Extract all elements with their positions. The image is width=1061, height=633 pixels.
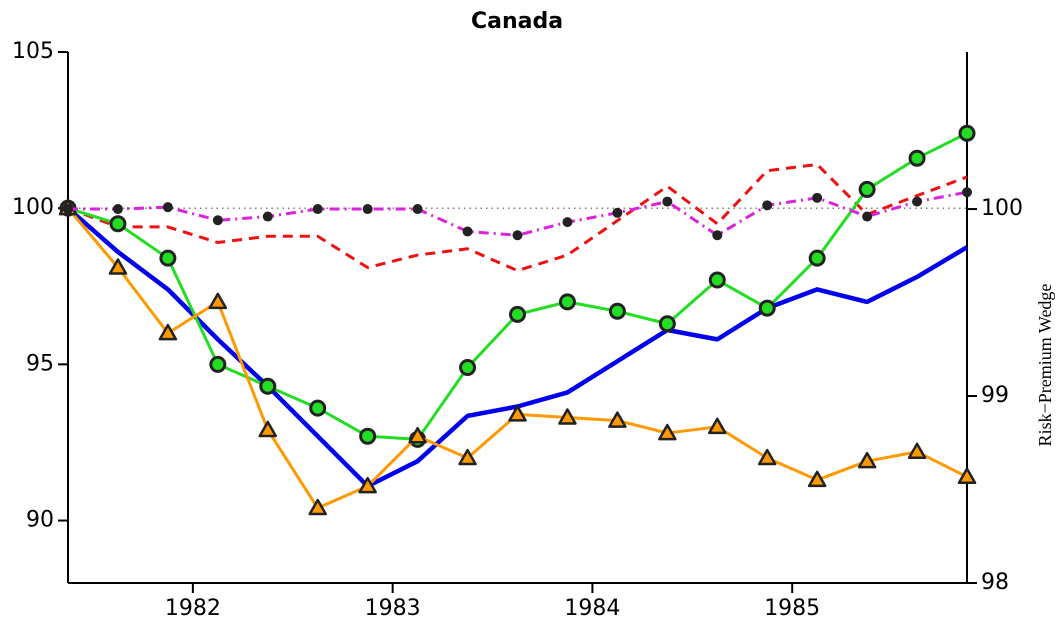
y-tick-label: 95 <box>26 351 54 376</box>
y2-tick-label: 100 <box>981 196 1023 221</box>
marker <box>858 180 876 198</box>
marker <box>558 293 576 311</box>
marker <box>259 377 277 395</box>
marker <box>612 207 623 218</box>
y2-tick-label: 99 <box>981 383 1009 408</box>
marker <box>212 215 223 226</box>
y-tick-label: 100 <box>12 195 54 220</box>
marker <box>459 358 477 376</box>
marker <box>359 427 377 445</box>
marker <box>658 315 676 333</box>
marker <box>508 405 527 422</box>
y2-axis-label: Risk−Premium Wedge <box>1035 284 1055 447</box>
marker <box>112 204 123 215</box>
marker <box>312 204 323 215</box>
marker <box>309 399 327 417</box>
marker <box>957 467 977 485</box>
x-tick-label: 1983 <box>365 596 421 621</box>
marker <box>208 292 228 310</box>
marker <box>159 249 177 267</box>
marker <box>812 192 823 203</box>
marker <box>362 204 373 215</box>
marker <box>762 200 773 211</box>
marker <box>758 299 776 317</box>
y-tick-label: 90 <box>26 508 54 533</box>
y-tick-label: 105 <box>12 39 54 64</box>
series-line <box>68 190 968 237</box>
marker <box>658 423 677 441</box>
marker <box>63 204 73 215</box>
marker <box>109 215 127 233</box>
marker <box>958 124 976 142</box>
x-tick-label: 1985 <box>764 596 820 621</box>
marker <box>512 230 523 241</box>
marker <box>712 230 723 241</box>
marker <box>907 442 927 460</box>
x-tick-label: 1984 <box>564 596 620 621</box>
series-line <box>66 207 968 510</box>
marker <box>857 451 877 469</box>
marker <box>808 249 826 267</box>
marker <box>608 411 627 428</box>
marker <box>358 476 377 494</box>
marker <box>462 226 473 237</box>
marker <box>862 211 873 222</box>
marker <box>262 211 273 222</box>
marker <box>662 196 673 207</box>
marker <box>757 448 777 466</box>
marker <box>908 149 926 167</box>
chart-title: Canada <box>471 9 563 34</box>
marker <box>412 204 423 215</box>
marker <box>158 323 178 341</box>
marker <box>162 202 173 213</box>
marker <box>509 305 526 323</box>
marker <box>807 470 827 488</box>
marker <box>912 196 923 207</box>
marker <box>209 355 227 373</box>
marker <box>562 217 573 228</box>
marker <box>558 408 577 425</box>
marker <box>258 420 278 438</box>
marker <box>608 302 626 320</box>
marker <box>708 271 726 289</box>
marker <box>408 426 427 444</box>
series-line <box>67 162 968 273</box>
marker <box>308 498 327 516</box>
marker <box>108 258 128 275</box>
y2-tick-label: 98 <box>981 570 1009 595</box>
series-line <box>66 206 969 489</box>
marker <box>708 417 727 435</box>
marker <box>458 448 477 466</box>
x-tick-label: 1982 <box>165 596 221 621</box>
marker <box>962 187 972 198</box>
